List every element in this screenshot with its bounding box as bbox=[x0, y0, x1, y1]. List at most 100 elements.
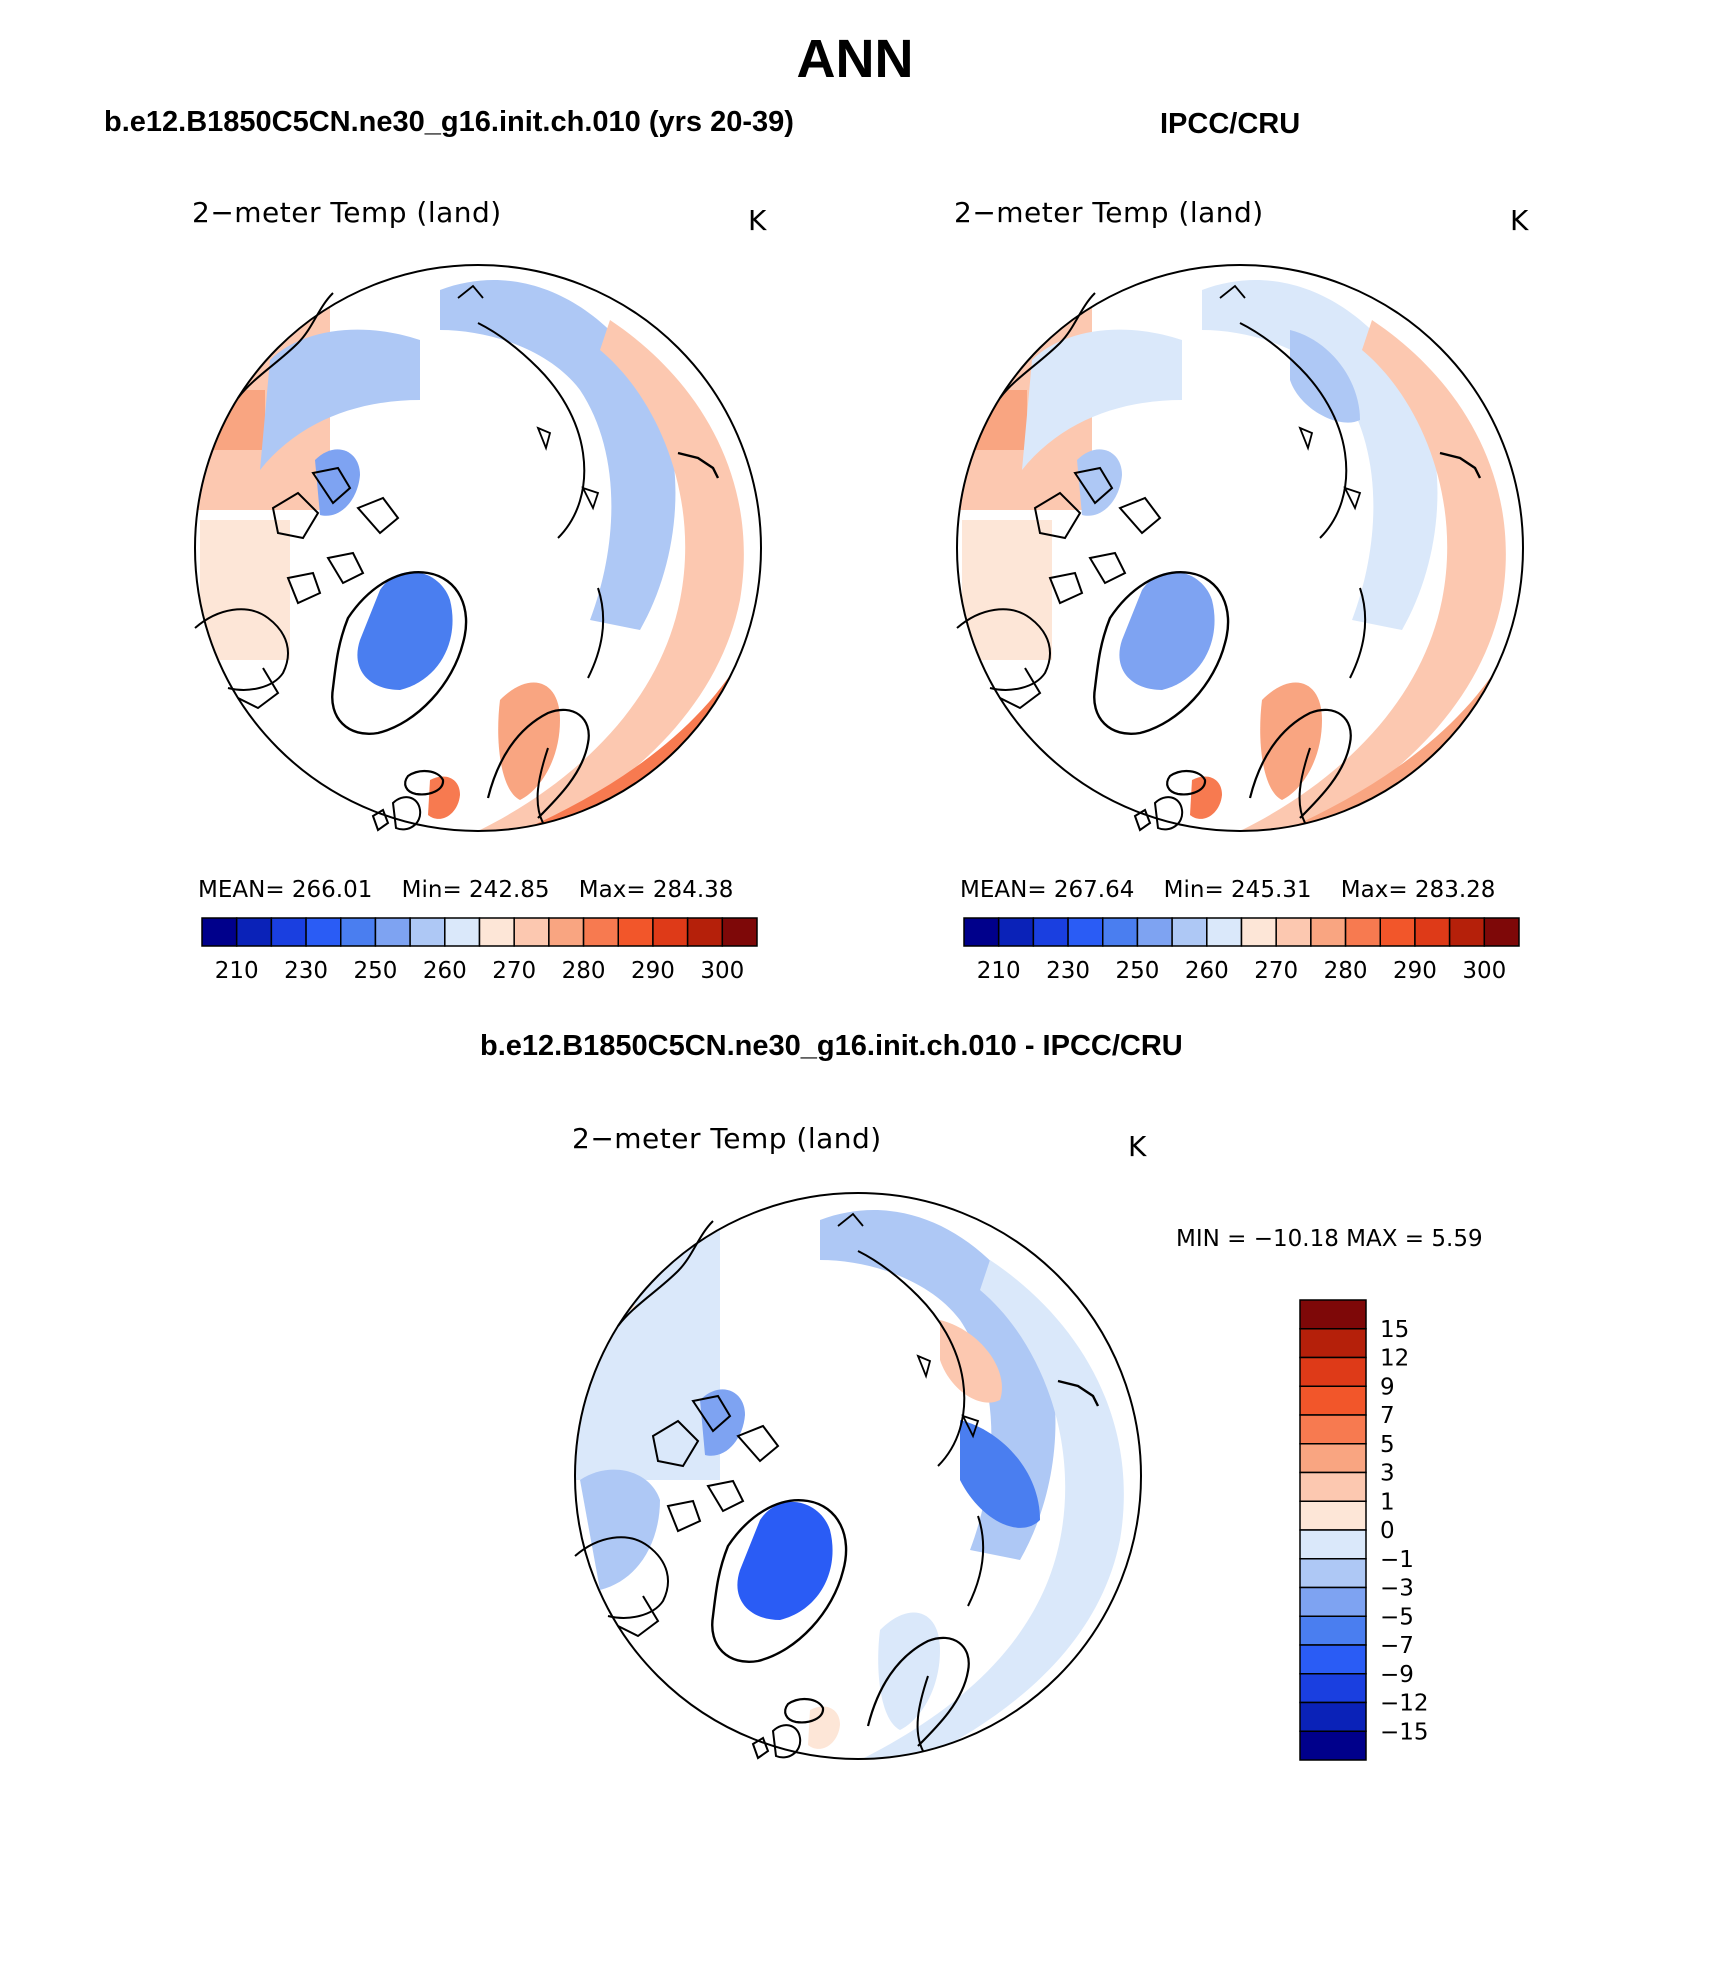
colorbar-swatch bbox=[1299, 1615, 1367, 1646]
max-label: Max= bbox=[1340, 877, 1408, 903]
colorbar-tick-label: 260 bbox=[423, 958, 467, 984]
min-label: Min= bbox=[1163, 877, 1224, 903]
colorbar-tick-label: 0 bbox=[1380, 1518, 1395, 1544]
colorbar-swatch bbox=[1299, 1471, 1367, 1502]
colorbar-tick-label: 12 bbox=[1380, 1346, 1409, 1372]
colorbar-swatch bbox=[1206, 917, 1243, 947]
colorbar-tick-label: −3 bbox=[1380, 1576, 1414, 1602]
colorbar-tick-label: −7 bbox=[1380, 1633, 1414, 1659]
colorbar-obs-ticks: 210 230 250 260 270 280 290 300 bbox=[977, 958, 1507, 984]
colorbar-tick-label: 7 bbox=[1380, 1403, 1395, 1429]
colorbar-swatch bbox=[1299, 1730, 1367, 1761]
colorbar-swatch bbox=[1299, 1299, 1367, 1330]
colorbar-swatch bbox=[1299, 1529, 1367, 1560]
colorbar-swatch bbox=[1299, 1356, 1367, 1387]
colorbar-swatch bbox=[963, 917, 1000, 947]
colorbar-swatch bbox=[997, 917, 1035, 947]
colorbar-swatch bbox=[409, 917, 446, 947]
colorbar-tick-label: −1 bbox=[1380, 1547, 1414, 1573]
colorbar-swatch bbox=[1299, 1644, 1367, 1675]
variable-label-obs: 2−meter Temp (land) bbox=[954, 196, 1264, 229]
colorbar-tick-label: 270 bbox=[492, 958, 536, 984]
colorbar-swatch bbox=[548, 917, 585, 947]
colorbar-swatch bbox=[686, 917, 724, 947]
colorbar-tick-label: 210 bbox=[977, 958, 1021, 984]
colorbar-diff bbox=[1299, 1299, 1367, 1761]
mean-value: 267.64 bbox=[1053, 877, 1135, 903]
colorbar-swatch bbox=[1448, 917, 1486, 947]
colorbar-swatch bbox=[1171, 917, 1208, 947]
colorbar-swatch bbox=[1136, 917, 1173, 947]
colorbar-swatch bbox=[1299, 1586, 1367, 1617]
colorbar-swatch bbox=[305, 917, 342, 947]
mean-value: 266.01 bbox=[291, 877, 373, 903]
colorbar-tick-label: 15 bbox=[1380, 1317, 1409, 1343]
colorbar-tick-label: 280 bbox=[562, 958, 606, 984]
colorbar-swatch bbox=[1032, 917, 1069, 947]
colorbar-tick-label: 280 bbox=[1324, 958, 1368, 984]
panel-heading-diff: b.e12.B1850C5CN.ne30_g16.init.ch.010 - I… bbox=[480, 1030, 1183, 1062]
colorbar-swatch bbox=[1299, 1558, 1367, 1589]
colorbar-tick-label: 260 bbox=[1185, 958, 1229, 984]
max-value: 283.28 bbox=[1414, 877, 1496, 903]
colorbar-swatch bbox=[1102, 917, 1139, 947]
colorbar-swatch bbox=[270, 917, 307, 947]
colorbar-tick-label: −9 bbox=[1380, 1662, 1414, 1688]
colorbar-tick-label: 210 bbox=[215, 958, 259, 984]
units-label-model: K bbox=[748, 204, 767, 237]
min-value: 245.31 bbox=[1231, 877, 1312, 903]
colorbar-tick-label: 290 bbox=[1393, 958, 1437, 984]
colorbar-swatch bbox=[478, 917, 515, 947]
colorbar-swatch bbox=[1299, 1443, 1367, 1474]
colorbar-swatch bbox=[201, 917, 238, 947]
variable-label-model: 2−meter Temp (land) bbox=[192, 196, 502, 229]
colorbar-swatch bbox=[652, 917, 689, 947]
minmax-diff: MIN = −10.18 MAX = 5.59 bbox=[1176, 1226, 1483, 1252]
figure-title: ANN bbox=[796, 29, 914, 89]
colorbar-tick-label: 1 bbox=[1380, 1489, 1395, 1515]
colorbar-tick-label: 300 bbox=[700, 958, 744, 984]
map-diff bbox=[573, 1192, 1142, 1760]
colorbar-tick-label: 230 bbox=[1046, 958, 1090, 984]
colorbar-swatch bbox=[1299, 1385, 1367, 1416]
map-obs bbox=[955, 264, 1524, 832]
colorbar-swatch bbox=[721, 917, 758, 947]
colorbar-swatch bbox=[1299, 1328, 1367, 1359]
colorbar-tick-label: 250 bbox=[1115, 958, 1159, 984]
max-value: 284.38 bbox=[652, 877, 734, 903]
colorbar-swatch bbox=[1483, 917, 1520, 947]
units-label-diff: K bbox=[1128, 1130, 1147, 1163]
colorbar-tick-label: 5 bbox=[1380, 1432, 1395, 1458]
mean-label: MEAN= bbox=[198, 877, 285, 903]
colorbar-swatch bbox=[1379, 917, 1416, 947]
colorbar-swatch bbox=[340, 917, 377, 947]
colorbar-swatch bbox=[1299, 1414, 1367, 1445]
max-label: Max= bbox=[578, 877, 646, 903]
panel-heading-obs: IPCC/CRU bbox=[1160, 108, 1301, 140]
colorbar-swatch bbox=[1240, 917, 1277, 947]
colorbar-swatch bbox=[1067, 917, 1104, 947]
colorbar-tick-label: 3 bbox=[1380, 1461, 1395, 1487]
stats-model: MEAN= 266.01 Min= 242.85 Max= 284.38 bbox=[198, 877, 733, 903]
colorbar-tick-label: 270 bbox=[1254, 958, 1298, 984]
colorbar-tick-label: −5 bbox=[1380, 1604, 1414, 1630]
colorbar-swatch bbox=[1299, 1701, 1367, 1732]
colorbar-tick-label: 300 bbox=[1462, 958, 1506, 984]
colorbar-swatch bbox=[1299, 1673, 1367, 1704]
colorbar-swatch bbox=[1275, 917, 1312, 947]
colorbar-swatch bbox=[617, 917, 654, 947]
colorbar-swatch bbox=[1414, 917, 1451, 947]
colorbar-tick-label: 230 bbox=[284, 958, 328, 984]
colorbar-obs bbox=[963, 917, 1520, 947]
variable-label-diff: 2−meter Temp (land) bbox=[572, 1122, 882, 1155]
colorbar-swatch bbox=[1299, 1500, 1367, 1531]
min-label: Min= bbox=[401, 877, 462, 903]
mean-label: MEAN= bbox=[960, 877, 1047, 903]
colorbar-swatch bbox=[1310, 917, 1347, 947]
panel-heading-model: b.e12.B1850C5CN.ne30_g16.init.ch.010 (yr… bbox=[104, 106, 794, 138]
colorbar-swatch bbox=[374, 917, 411, 947]
colorbar-tick-label: −12 bbox=[1380, 1691, 1429, 1717]
units-label-obs: K bbox=[1510, 204, 1529, 237]
colorbar-tick-label: 290 bbox=[631, 958, 675, 984]
